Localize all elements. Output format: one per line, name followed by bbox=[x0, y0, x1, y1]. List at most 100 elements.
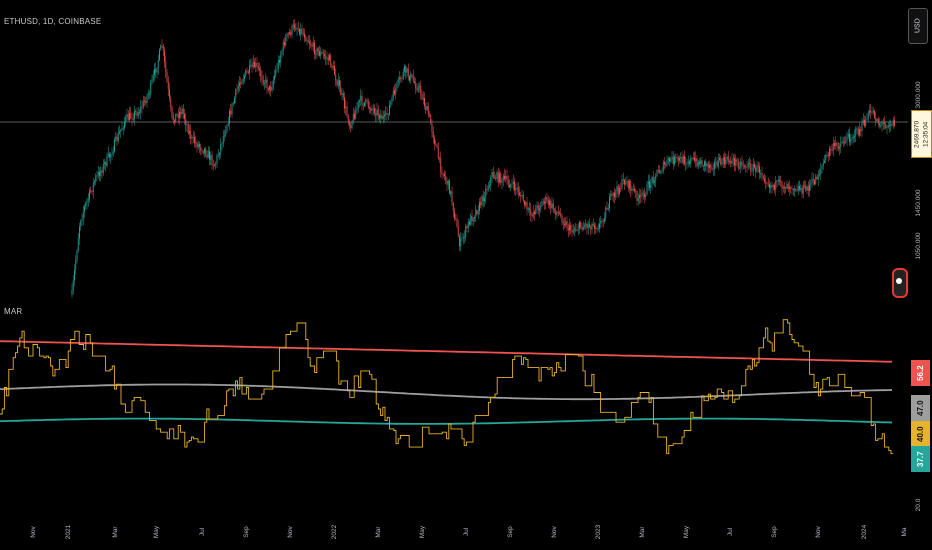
candle-body bbox=[236, 89, 238, 91]
candle-body bbox=[591, 223, 593, 230]
time-tick-label: May bbox=[153, 525, 160, 538]
candle-body bbox=[229, 110, 230, 124]
candle-body bbox=[137, 112, 139, 116]
candle-body bbox=[774, 185, 775, 190]
candle-body bbox=[580, 222, 582, 228]
candle-body bbox=[346, 106, 348, 116]
candle-body bbox=[81, 218, 83, 222]
candle-body bbox=[377, 109, 379, 116]
candle-body bbox=[889, 125, 890, 127]
indicator-pane[interactable] bbox=[0, 319, 894, 455]
candle-body bbox=[414, 81, 415, 83]
candle-body bbox=[74, 269, 75, 281]
candle-body bbox=[662, 162, 664, 172]
candle-body bbox=[747, 163, 749, 168]
time-tick-label: Jul bbox=[199, 527, 206, 536]
candle-body bbox=[84, 206, 85, 213]
candle-body bbox=[247, 71, 249, 74]
candle-body bbox=[401, 78, 403, 80]
candle-body bbox=[582, 226, 584, 230]
candle-body bbox=[884, 122, 885, 125]
candle-body bbox=[439, 157, 440, 159]
candle-body bbox=[527, 208, 529, 210]
candle-body bbox=[676, 157, 678, 158]
candle-body bbox=[824, 160, 825, 163]
candle-body bbox=[290, 32, 292, 35]
candle-body bbox=[174, 120, 175, 123]
candle-body bbox=[179, 111, 180, 118]
candle-body bbox=[259, 68, 260, 71]
candle-body bbox=[114, 139, 115, 152]
candle-body bbox=[509, 184, 510, 188]
candle-body bbox=[417, 86, 419, 91]
price-pane[interactable] bbox=[0, 18, 908, 298]
candle-body bbox=[589, 224, 590, 227]
candle-body bbox=[334, 66, 335, 75]
candle-body bbox=[660, 172, 662, 173]
candle-body bbox=[854, 135, 855, 138]
candle-body bbox=[360, 95, 362, 101]
candle-body bbox=[272, 79, 274, 87]
candle-body bbox=[837, 145, 839, 149]
candle-body bbox=[470, 215, 472, 225]
candle-body bbox=[822, 162, 824, 166]
candle-body bbox=[727, 156, 729, 162]
time-axis[interactable]: Nov 2021 Mar May Jul Sep Nov 2022 Mar May Jul Sep No… bbox=[30, 524, 908, 539]
candle-body bbox=[860, 129, 862, 132]
candle-body bbox=[816, 176, 818, 180]
candle-body bbox=[459, 236, 460, 247]
candle-body bbox=[671, 156, 673, 160]
candle-body bbox=[171, 106, 173, 117]
candle-body bbox=[71, 290, 73, 295]
candle-body bbox=[585, 223, 587, 226]
candle-body bbox=[664, 162, 665, 165]
candle-body bbox=[172, 116, 174, 121]
candle-body bbox=[214, 165, 215, 166]
candle-body bbox=[637, 198, 639, 201]
candle-body bbox=[721, 162, 723, 165]
candle-body bbox=[691, 158, 693, 159]
candle-body bbox=[802, 185, 804, 194]
candle-body bbox=[209, 151, 210, 160]
candle-body bbox=[604, 218, 605, 222]
candle-body bbox=[286, 33, 288, 38]
candle-body bbox=[832, 143, 834, 151]
candle-body bbox=[724, 157, 725, 165]
price-axis[interactable]: 3000.000 1450.000 1050.000 20.0 bbox=[915, 81, 922, 511]
candle-body bbox=[379, 115, 380, 119]
indicator-title: MAR bbox=[4, 307, 23, 316]
candle-body bbox=[766, 183, 768, 185]
candle-body bbox=[324, 54, 325, 57]
replay-icon[interactable] bbox=[892, 268, 908, 298]
candle-body bbox=[311, 45, 313, 47]
candle-body bbox=[624, 179, 625, 185]
candle-body bbox=[667, 157, 669, 161]
candle-body bbox=[276, 68, 278, 70]
candle-body bbox=[557, 211, 559, 213]
candle-body bbox=[180, 111, 182, 115]
candle-body bbox=[730, 161, 732, 164]
candle-body bbox=[75, 260, 77, 270]
candle-body bbox=[809, 184, 810, 191]
currency-button[interactable]: USD bbox=[908, 8, 928, 44]
candle-body bbox=[252, 61, 254, 68]
candle-body bbox=[361, 95, 363, 106]
candle-body bbox=[484, 197, 485, 202]
candle-body bbox=[431, 123, 433, 132]
candle-body bbox=[647, 181, 649, 185]
candle-body bbox=[190, 130, 192, 139]
time-tick-label: Nov bbox=[287, 525, 294, 537]
candle-body bbox=[875, 117, 877, 121]
candle-body bbox=[145, 100, 147, 103]
candle-body bbox=[857, 128, 859, 136]
candle-body bbox=[226, 125, 228, 132]
candle-body bbox=[444, 174, 445, 176]
candle-body bbox=[220, 143, 222, 154]
candle-body bbox=[819, 173, 820, 175]
candle-body bbox=[742, 165, 744, 166]
candle-body bbox=[91, 191, 93, 193]
candle-body bbox=[881, 122, 883, 126]
candle-body bbox=[446, 180, 448, 185]
candle-body bbox=[855, 128, 857, 136]
